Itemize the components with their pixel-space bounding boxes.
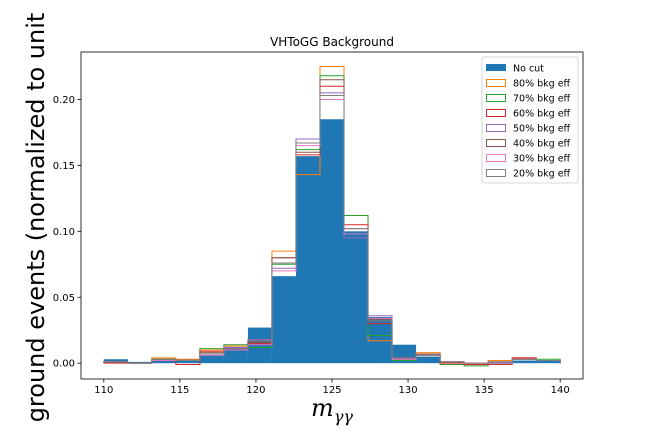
x-tick-label-1: 115 bbox=[170, 385, 189, 396]
bar-nocut-bin-2 bbox=[151, 359, 176, 364]
legend-label-7: 20% bkg eff bbox=[513, 169, 571, 180]
legend-swatch-2 bbox=[486, 94, 506, 102]
bar-nocut-bin-16 bbox=[488, 361, 513, 364]
bar-nocut-bin-3 bbox=[175, 359, 200, 364]
y-tick-label-1: 0.05 bbox=[53, 293, 75, 304]
bar-nocut-bin-8 bbox=[295, 156, 320, 364]
bar-nocut-bin-14 bbox=[440, 361, 465, 364]
legend-swatch-7 bbox=[486, 169, 506, 177]
legend-label-0: No cut bbox=[513, 64, 544, 75]
bar-nocut-bin-1 bbox=[127, 361, 152, 364]
step-series-layer bbox=[103, 66, 561, 367]
x-tick-label-2: 120 bbox=[246, 385, 265, 396]
x-axis-label-subscript: γγ bbox=[334, 407, 354, 426]
legend-label-1: 80% bkg eff bbox=[513, 79, 571, 90]
bar-nocut-bin-13 bbox=[416, 356, 441, 364]
x-tick-label-4: 130 bbox=[399, 385, 418, 396]
legend-swatch-0 bbox=[486, 64, 506, 71]
bar-nocut-bin-12 bbox=[392, 344, 417, 364]
legend-swatch-4 bbox=[486, 124, 506, 132]
x-axis-ticks: 110 115 120 125 130 135 140 bbox=[94, 379, 570, 396]
legend-swatch-3 bbox=[486, 109, 506, 117]
y-axis-label: ground events (normalized to unit bbox=[22, 13, 50, 423]
legend-label-2: 70% bkg eff bbox=[513, 94, 571, 105]
x-tick-label-0: 110 bbox=[94, 385, 113, 396]
bar-nocut-bin-6 bbox=[247, 327, 272, 364]
bar-nocut-bin-5 bbox=[223, 347, 248, 364]
x-axis-label-base: m bbox=[311, 394, 334, 422]
legend-swatch-1 bbox=[486, 79, 506, 87]
legend: No cut 80% bkg eff 70% bkg eff 60% bkg eff 5… bbox=[481, 56, 579, 184]
legend-label-6: 30% bkg eff bbox=[513, 154, 571, 165]
chart-title: VHToGG Background bbox=[270, 35, 394, 49]
x-tick-label-5: 135 bbox=[475, 385, 494, 396]
y-axis-ticks: 0.00 0.05 0.10 0.15 0.20 bbox=[53, 95, 81, 370]
legend-swatch-6 bbox=[486, 154, 506, 162]
y-tick-label-2: 0.10 bbox=[53, 227, 75, 238]
step-series-7 bbox=[103, 95, 561, 364]
y-tick-label-3: 0.15 bbox=[53, 161, 75, 172]
x-tick-label-6: 140 bbox=[551, 385, 570, 396]
bar-nocut-bin-18 bbox=[536, 360, 561, 364]
x-tick-label-3: 125 bbox=[322, 385, 341, 396]
filled-series-layer bbox=[103, 119, 561, 364]
legend-box bbox=[481, 56, 579, 184]
legend-label-4: 50% bkg eff bbox=[513, 124, 571, 135]
bar-nocut-bin-4 bbox=[199, 355, 224, 364]
bar-nocut-bin-11 bbox=[368, 317, 393, 364]
bar-nocut-bin-10 bbox=[344, 231, 369, 364]
legend-swatch-5 bbox=[486, 139, 506, 147]
bar-nocut-bin-7 bbox=[271, 276, 296, 364]
y-tick-label-0: 0.00 bbox=[53, 359, 75, 370]
bar-nocut-bin-17 bbox=[512, 360, 537, 364]
legend-label-3: 60% bkg eff bbox=[513, 109, 571, 120]
legend-label-5: 40% bkg eff bbox=[513, 139, 571, 150]
x-axis-label: mγγ bbox=[311, 394, 353, 426]
bar-nocut-bin-9 bbox=[319, 119, 345, 364]
bar-nocut-bin-0 bbox=[103, 359, 128, 364]
y-tick-label-4: 0.20 bbox=[53, 95, 75, 106]
